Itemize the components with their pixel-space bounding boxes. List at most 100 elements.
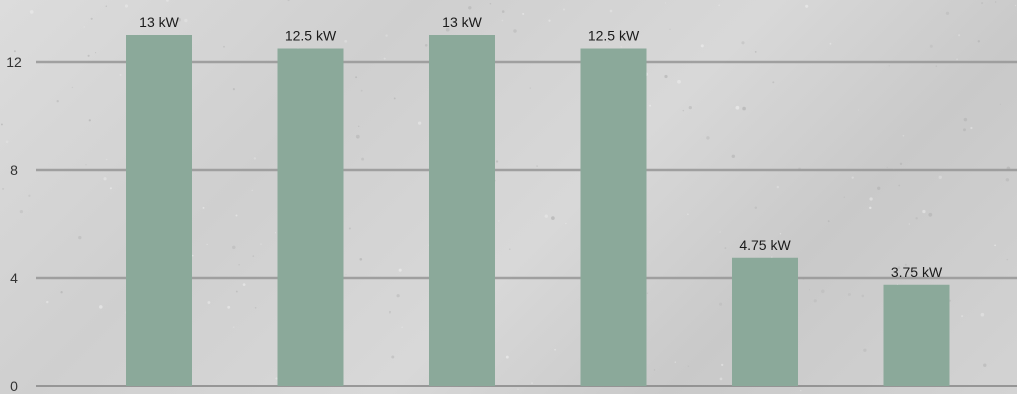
- texture-speck: [904, 263, 907, 266]
- texture-speck: [287, 0, 290, 2]
- texture-speck: [207, 301, 211, 304]
- texture-speck: [754, 206, 758, 210]
- texture-speck: [99, 305, 103, 309]
- grid-lines: [36, 60, 1017, 387]
- texture-speck: [980, 312, 985, 317]
- texture-speck: [706, 136, 710, 140]
- texture-speck: [253, 157, 257, 160]
- texture-speck: [958, 34, 961, 37]
- texture-speck: [682, 109, 685, 112]
- texture-speck: [772, 81, 775, 84]
- texture-speck: [961, 315, 964, 318]
- texture-speck: [829, 42, 832, 45]
- texture-speck: [609, 9, 613, 13]
- texture-speck: [805, 4, 809, 8]
- texture-speck: [963, 117, 968, 122]
- bar-value-label: 12.5 kW: [588, 28, 640, 44]
- texture-speck: [1005, 178, 1010, 182]
- texture-speck: [915, 217, 918, 220]
- texture-speck: [531, 382, 533, 384]
- texture-speck: [254, 306, 257, 309]
- texture-speck: [19, 209, 24, 214]
- texture-speck: [501, 10, 505, 13]
- texture-speck: [391, 355, 395, 359]
- texture-speck: [103, 177, 107, 181]
- texture-speck: [908, 223, 910, 225]
- texture-speck: [124, 4, 129, 8]
- texture-speck: [238, 264, 240, 266]
- texture-speck: [275, 377, 278, 380]
- texture-speck: [719, 377, 723, 381]
- texture-speck: [779, 233, 782, 235]
- texture-speck: [754, 51, 757, 53]
- texture-speck: [424, 43, 428, 47]
- texture-speck: [90, 17, 93, 20]
- texture-speck: [902, 134, 905, 137]
- texture-speck: [981, 2, 984, 5]
- texture-speck: [857, 109, 860, 111]
- texture-speck: [396, 294, 400, 298]
- bar: [732, 257, 798, 386]
- texture-speck: [260, 243, 262, 245]
- texture-speck: [522, 12, 525, 15]
- texture-speck: [251, 189, 253, 191]
- texture-speck: [896, 283, 898, 285]
- texture-speck: [393, 97, 396, 100]
- bar: [429, 35, 495, 386]
- texture-speck: [0, 123, 3, 126]
- texture-speck: [88, 119, 91, 122]
- texture-speck: [1006, 258, 1009, 261]
- texture-speck: [109, 187, 112, 190]
- texture-speck: [719, 231, 721, 233]
- bar-value-label: 4.75 kW: [739, 237, 791, 253]
- texture-speck: [60, 291, 63, 294]
- texture-speck: [674, 361, 676, 363]
- texture-speck: [71, 86, 74, 89]
- texture-speck: [184, 18, 188, 23]
- y-tick-label: 12: [6, 54, 22, 70]
- texture-speck: [548, 19, 551, 22]
- texture-speck: [355, 134, 360, 139]
- texture-speck: [235, 290, 238, 293]
- texture-speck: [445, 27, 450, 32]
- texture-speck: [501, 19, 504, 22]
- texture-speck: [517, 388, 519, 390]
- texture-speck: [554, 348, 556, 351]
- texture-speck: [191, 254, 194, 257]
- texture-speck: [87, 54, 90, 57]
- texture-speck: [731, 154, 736, 159]
- texture-speck: [863, 348, 867, 352]
- texture-speck: [166, 0, 169, 2]
- texture-speck: [994, 244, 996, 247]
- texture-speck: [46, 300, 49, 304]
- y-tick-label: 8: [10, 162, 18, 178]
- texture-speck: [206, 243, 208, 246]
- texture-speck: [78, 235, 82, 240]
- texture-speck: [536, 165, 538, 167]
- texture-speck: [808, 289, 810, 291]
- texture-speck: [509, 248, 511, 250]
- texture-speck: [1015, 5, 1017, 7]
- texture-speck: [620, 46, 623, 48]
- bar: [277, 48, 344, 386]
- texture-speck: [646, 292, 649, 295]
- texture-speck: [13, 50, 16, 53]
- texture-speck: [345, 273, 347, 275]
- texture-speck: [275, 232, 276, 234]
- texture-speck: [963, 128, 966, 132]
- texture-speck: [360, 89, 363, 92]
- texture-speck: [359, 257, 363, 261]
- texture-speck: [886, 166, 888, 168]
- y-tick-label: 0: [10, 378, 18, 394]
- texture-speck: [202, 206, 205, 209]
- texture-speck: [813, 299, 817, 303]
- texture-speck: [999, 103, 1001, 105]
- texture-speck: [687, 365, 690, 367]
- texture-speck: [95, 52, 97, 54]
- texture-speck: [489, 2, 492, 5]
- texture-speck: [495, 160, 499, 163]
- texture-speck: [385, 34, 388, 37]
